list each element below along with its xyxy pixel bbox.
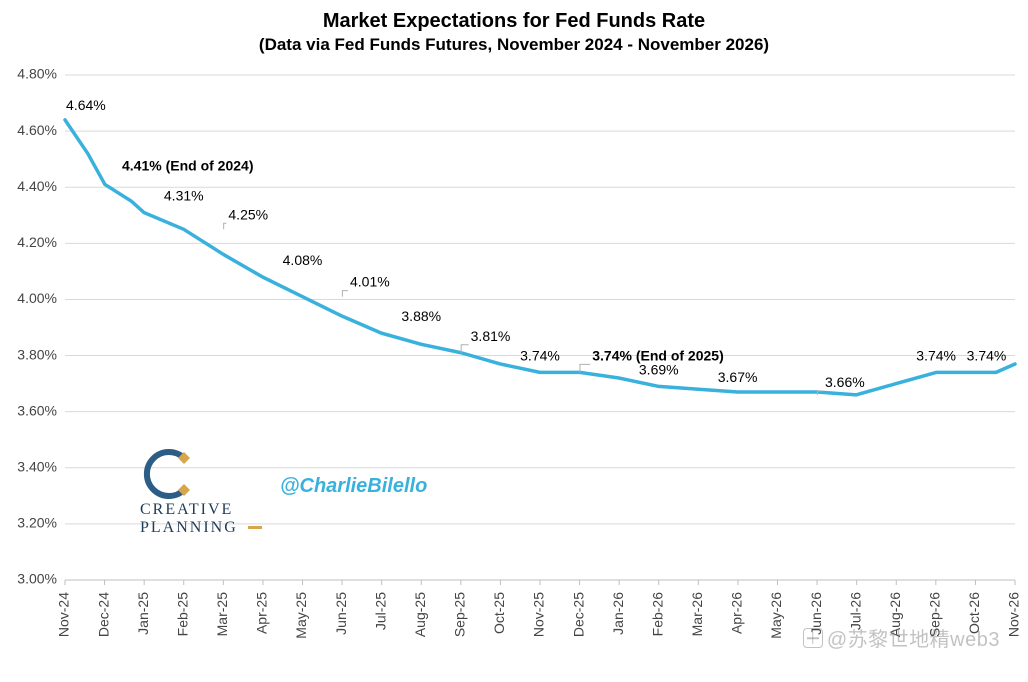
- data-point-label: 3.74%: [520, 347, 560, 363]
- x-axis-tick-label: Jul-25: [372, 592, 388, 630]
- x-axis-tick-label: May-25: [293, 592, 309, 639]
- x-axis-tick-label: Mar-25: [214, 592, 230, 637]
- x-axis-tick-label: Jul-26: [847, 592, 863, 630]
- data-point-label: 3.67%: [718, 369, 758, 385]
- svg-text:PLANNING: PLANNING: [140, 519, 238, 536]
- x-axis-tick-label: Jan-25: [135, 592, 151, 635]
- svg-text:CREATIVE: CREATIVE: [140, 501, 233, 518]
- data-point-label: 3.74%: [967, 347, 1007, 363]
- y-axis-tick-label: 3.60%: [17, 402, 57, 418]
- y-axis-tick-label: 3.80%: [17, 346, 57, 362]
- y-axis-tick-label: 3.40%: [17, 458, 57, 474]
- data-point-label: 4.08%: [283, 252, 323, 268]
- x-axis-tick-label: Jan-26: [610, 592, 626, 635]
- chart-title-block: Market Expectations for Fed Funds Rate (…: [0, 10, 1028, 55]
- chart-subtitle: (Data via Fed Funds Futures, November 20…: [0, 35, 1028, 55]
- x-axis-tick-label: Dec-24: [95, 592, 111, 637]
- y-axis-tick-label: 4.20%: [17, 234, 57, 250]
- x-axis-tick-label: Oct-25: [491, 592, 507, 634]
- y-axis-tick-label: 4.40%: [17, 178, 57, 194]
- x-axis-tick-label: Nov-26: [1006, 592, 1022, 637]
- x-axis-tick-label: May-26: [768, 592, 784, 639]
- y-axis-tick-label: 4.00%: [17, 290, 57, 306]
- data-point-label: 4.31%: [164, 187, 204, 203]
- y-axis-tick-label: 3.00%: [17, 571, 57, 587]
- x-axis-tick-label: Dec-25: [570, 592, 586, 637]
- data-point-label: 3.81%: [471, 328, 511, 344]
- x-axis-tick-label: Jun-26: [808, 592, 824, 635]
- data-point-label: 4.01%: [350, 274, 390, 290]
- x-axis-tick-label: Apr-25: [254, 592, 270, 634]
- data-point-label: 4.25%: [228, 206, 268, 222]
- y-axis-tick-label: 4.60%: [17, 122, 57, 138]
- data-point-label: 3.74%: [916, 347, 956, 363]
- y-axis-tick-label: 3.20%: [17, 515, 57, 531]
- chart-container: { "canvas": { "width": 1028, "height": 6…: [0, 0, 1028, 682]
- data-point-label: 3.66%: [825, 374, 865, 390]
- x-axis-tick-label: Oct-26: [966, 592, 982, 634]
- x-axis-tick-label: Aug-26: [887, 592, 903, 637]
- x-axis-tick-label: Nov-25: [531, 592, 547, 637]
- data-point-label: 4.64%: [66, 97, 106, 113]
- x-axis-tick-label: Nov-24: [56, 592, 72, 637]
- x-axis-tick-label: Apr-26: [729, 592, 745, 634]
- x-axis-tick-label: Feb-26: [649, 592, 665, 637]
- data-point-label: 3.69%: [639, 361, 679, 377]
- x-axis-tick-label: Sep-26: [927, 592, 943, 637]
- data-point-label: 4.41% (End of 2024): [122, 157, 254, 173]
- x-axis-tick-label: Feb-25: [174, 592, 190, 637]
- chart-svg: 3.00% 3.20% 3.40% 3.60% 3.80% 4.00% 4.20% 4.40%…: [0, 0, 1028, 682]
- x-axis-tick-label: Aug-25: [412, 592, 428, 637]
- x-axis-tick-label: Jun-25: [333, 592, 349, 635]
- x-axis-tick-label: Sep-25: [452, 592, 468, 637]
- author-handle: @CharlieBilello: [280, 475, 427, 497]
- x-axis-tick-label: Mar-26: [689, 592, 705, 637]
- data-point-label: 3.88%: [401, 308, 441, 324]
- chart-title: Market Expectations for Fed Funds Rate: [0, 10, 1028, 33]
- y-axis-tick-label: 4.80%: [17, 66, 57, 82]
